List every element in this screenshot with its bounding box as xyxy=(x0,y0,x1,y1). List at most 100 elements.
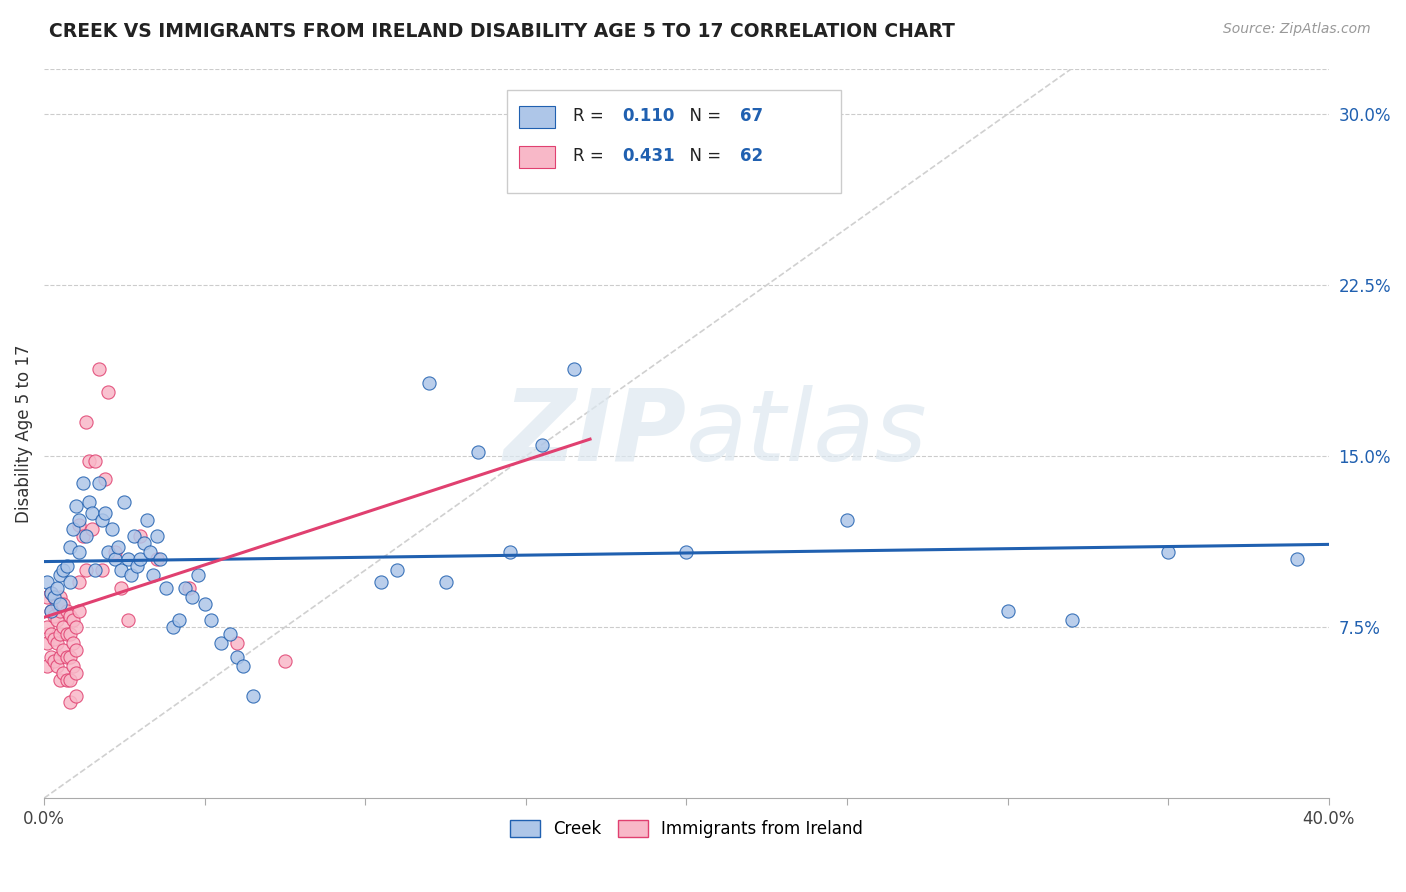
Text: R =: R = xyxy=(574,107,609,125)
Point xyxy=(209,636,232,650)
Point xyxy=(110,563,132,577)
Point xyxy=(94,472,117,486)
Text: Source: ZipAtlas.com: Source: ZipAtlas.com xyxy=(1223,22,1371,37)
Point xyxy=(46,659,69,673)
Point xyxy=(499,545,522,559)
Text: CREEK VS IMMIGRANTS FROM IRELAND DISABILITY AGE 5 TO 17 CORRELATION CHART: CREEK VS IMMIGRANTS FROM IRELAND DISABIL… xyxy=(49,22,955,41)
Point xyxy=(59,695,82,709)
Point xyxy=(37,591,59,605)
Point xyxy=(72,476,94,491)
Text: 0.110: 0.110 xyxy=(621,107,675,125)
Text: R =: R = xyxy=(574,147,609,165)
Point xyxy=(49,673,72,687)
Point xyxy=(129,551,152,566)
Point xyxy=(1060,613,1083,627)
Point xyxy=(117,551,139,566)
Point xyxy=(997,604,1019,618)
Point xyxy=(39,627,62,641)
Text: ZIP: ZIP xyxy=(503,384,686,482)
Point xyxy=(180,591,202,605)
Point xyxy=(387,563,409,577)
Point xyxy=(49,649,72,664)
Point xyxy=(117,613,139,627)
Point xyxy=(62,613,84,627)
Point xyxy=(37,620,59,634)
Point xyxy=(72,529,94,543)
Text: 67: 67 xyxy=(741,107,763,125)
Point xyxy=(225,636,247,650)
Text: atlas: atlas xyxy=(686,384,928,482)
Point xyxy=(39,604,62,618)
Point xyxy=(225,649,247,664)
Point xyxy=(835,513,858,527)
Point xyxy=(145,529,167,543)
Point xyxy=(67,513,90,527)
Point xyxy=(67,545,90,559)
Point xyxy=(370,574,392,589)
Point xyxy=(274,654,297,668)
Point xyxy=(84,453,107,467)
Point xyxy=(39,649,62,664)
Point xyxy=(139,545,162,559)
Point xyxy=(675,545,697,559)
Point xyxy=(52,643,75,657)
Point xyxy=(65,620,87,634)
Point xyxy=(167,613,190,627)
Point xyxy=(1285,551,1308,566)
Point xyxy=(187,567,209,582)
Point xyxy=(104,551,127,566)
Point xyxy=(42,608,65,623)
Point xyxy=(67,517,90,532)
Point xyxy=(42,654,65,668)
Point xyxy=(67,604,90,618)
Point xyxy=(467,444,489,458)
Point xyxy=(55,604,77,618)
Point xyxy=(155,582,177,596)
FancyBboxPatch shape xyxy=(506,90,841,193)
Point xyxy=(65,665,87,680)
Point xyxy=(112,494,135,508)
Point xyxy=(37,659,59,673)
Point xyxy=(149,551,172,566)
Point xyxy=(90,513,112,527)
Point xyxy=(75,529,97,543)
Point xyxy=(46,636,69,650)
Point xyxy=(142,567,165,582)
Point xyxy=(49,604,72,618)
Point xyxy=(97,385,120,400)
Point xyxy=(59,673,82,687)
Point xyxy=(59,574,82,589)
Point xyxy=(77,453,100,467)
Point xyxy=(59,649,82,664)
Point xyxy=(49,598,72,612)
Point xyxy=(65,500,87,514)
Point xyxy=(49,627,72,641)
Point xyxy=(52,665,75,680)
Point xyxy=(62,636,84,650)
Point xyxy=(77,494,100,508)
Point xyxy=(530,438,553,452)
Point xyxy=(82,506,104,520)
Point xyxy=(55,558,77,573)
Point xyxy=(62,522,84,536)
Text: N =: N = xyxy=(679,107,725,125)
Point xyxy=(110,582,132,596)
Text: 62: 62 xyxy=(741,147,763,165)
Y-axis label: Disability Age 5 to 17: Disability Age 5 to 17 xyxy=(15,344,32,523)
Point xyxy=(132,535,155,549)
Point xyxy=(107,541,129,555)
Point xyxy=(46,582,69,596)
Point xyxy=(52,620,75,634)
Point xyxy=(37,636,59,650)
Point xyxy=(87,476,110,491)
Point xyxy=(127,558,149,573)
Point xyxy=(42,591,65,605)
Point xyxy=(84,563,107,577)
Point xyxy=(46,598,69,612)
Point xyxy=(129,529,152,543)
Point xyxy=(100,522,122,536)
Point xyxy=(562,362,585,376)
Point xyxy=(55,649,77,664)
Point xyxy=(52,563,75,577)
Point xyxy=(42,591,65,605)
